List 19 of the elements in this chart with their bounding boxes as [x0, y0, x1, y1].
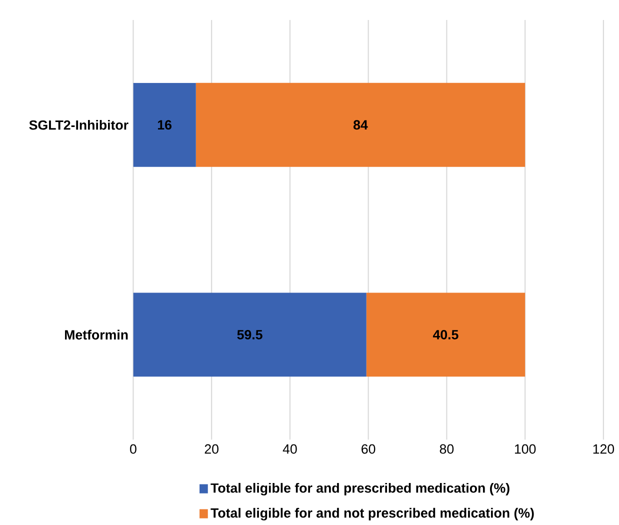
x-tick-label: 0: [130, 444, 136, 454]
bar: [133, 82, 196, 167]
bar: [133, 292, 366, 377]
legend-label: Total eligible for and not prescribed medication (%): [210, 508, 534, 520]
bar: [196, 82, 526, 167]
data-label: 59.5: [237, 330, 262, 340]
y-tick-label: Metformin: [65, 330, 128, 340]
data-label: 40.5: [432, 330, 458, 340]
y-tick-label: SGLT2-Inhibitor: [29, 120, 128, 130]
x-tick-label: 60: [362, 444, 376, 454]
legend-label: Total eligible for and prescribed medication (%): [210, 483, 510, 496]
data-label: 84: [354, 120, 368, 130]
x-tick-label: 40: [282, 444, 297, 454]
x-tick-label: 100: [514, 444, 536, 454]
data-label: 16: [158, 120, 172, 130]
bar: [366, 292, 526, 377]
x-tick-label: 120: [593, 444, 614, 454]
x-tick-label: 20: [204, 444, 218, 454]
x-tick-label: 80: [440, 444, 454, 454]
